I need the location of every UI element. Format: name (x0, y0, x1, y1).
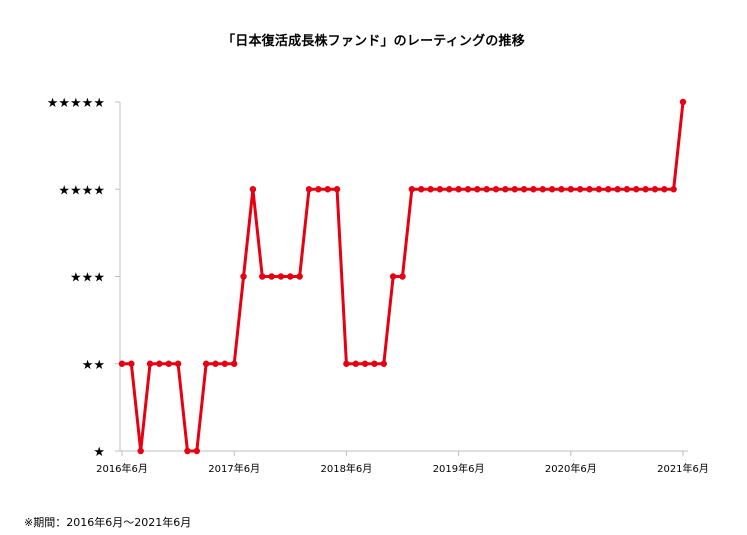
data-point (492, 186, 500, 193)
y-tick-label: ★★★ (70, 271, 105, 286)
data-point (277, 273, 285, 280)
data-point (193, 447, 200, 455)
x-tick-labels: 2016年6月 2017年6月 2018年6月 2019年6月 2020年6月 2021年… (96, 462, 709, 475)
data-point (174, 360, 182, 367)
data-point (165, 360, 172, 367)
data-point (268, 273, 275, 280)
data-point (389, 273, 397, 280)
data-point (212, 360, 219, 367)
x-tick-label: 2021年6月 (657, 462, 709, 475)
data-point (576, 186, 584, 193)
x-tick-label: 2016年6月 (96, 462, 148, 475)
y-tick-label: ★★★★ (58, 183, 105, 198)
data-point (408, 186, 416, 193)
data-point (427, 186, 434, 193)
data-point (679, 98, 687, 106)
data-point (446, 186, 453, 193)
data-point (352, 360, 359, 367)
data-point (464, 186, 472, 193)
y-tick-label: ★★ (82, 358, 105, 373)
data-point (642, 186, 649, 193)
data-point (118, 360, 126, 367)
axes (115, 101, 688, 456)
data-point (539, 186, 546, 193)
data-point (343, 360, 350, 367)
data-point (202, 360, 210, 367)
data-point (305, 186, 313, 193)
data-point (371, 360, 378, 367)
data-point (399, 273, 406, 280)
x-tick-label: 2020年6月 (545, 462, 597, 475)
data-point (567, 186, 574, 193)
data-point (240, 273, 247, 280)
data-point (502, 186, 509, 193)
data-point (324, 186, 331, 193)
data-point (605, 186, 612, 193)
data-point (231, 360, 238, 367)
data-point (361, 360, 369, 367)
data-point (595, 186, 603, 193)
data-point (633, 186, 640, 193)
data-point (315, 186, 322, 193)
data-point (221, 360, 229, 367)
data-point (156, 360, 163, 367)
x-tick-label: 2017年6月 (208, 462, 260, 475)
data-point (184, 447, 191, 455)
data-point (530, 186, 537, 193)
data-point (483, 186, 490, 193)
data-point (558, 186, 565, 193)
y-tick-label: ★★★★★ (47, 96, 105, 111)
x-tick-label: 2018年6月 (320, 462, 372, 475)
data-point (296, 273, 303, 280)
data-point (614, 186, 621, 193)
data-point (670, 186, 677, 193)
data-point (511, 186, 518, 193)
data-point (474, 186, 481, 193)
data-point (651, 186, 659, 193)
data-point (249, 186, 257, 193)
data-point (436, 186, 444, 193)
data-point (661, 186, 668, 193)
chart-title: 「日本復活成長株ファンド」のレーティングの推移 (222, 34, 525, 49)
data-point (548, 186, 556, 193)
period-footnote: ※期間：2016年6月～2021年6月 (24, 516, 192, 529)
data-point (287, 273, 294, 280)
data-point (259, 273, 266, 280)
data-point (418, 186, 425, 193)
data-point (137, 447, 144, 455)
data-point (146, 360, 154, 367)
series-layer (118, 98, 687, 455)
data-point (128, 360, 135, 367)
data-point (333, 186, 341, 193)
data-point (623, 186, 631, 193)
data-point (520, 186, 528, 193)
x-tick-label: 2019年6月 (433, 462, 485, 475)
y-tick-label: ★ (93, 445, 105, 460)
data-point (455, 186, 462, 193)
y-tick-labels: ★★★★★★★★★★★★★★★ (47, 96, 105, 460)
data-point (380, 360, 387, 367)
data-point (586, 186, 593, 193)
